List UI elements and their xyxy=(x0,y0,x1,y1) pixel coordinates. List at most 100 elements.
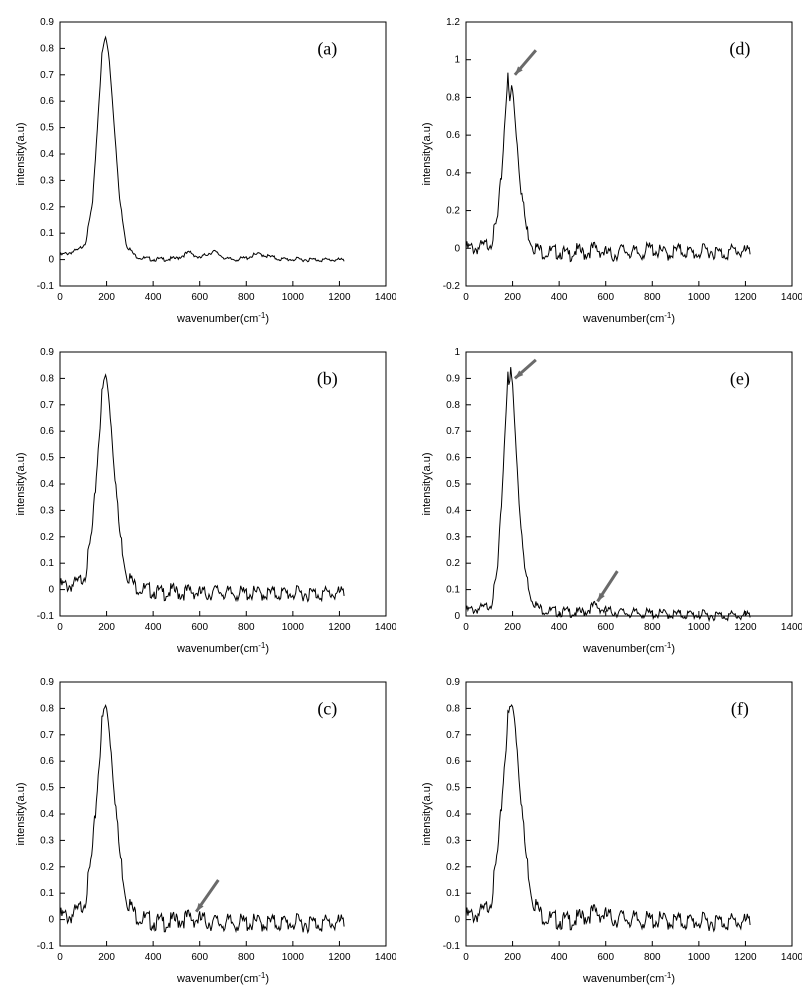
x-axis-label: wavenumber(cm-1) xyxy=(582,311,675,326)
x-tick-label: 400 xyxy=(551,952,568,963)
panel-d: 0200400600800100012001400-0.200.20.40.60… xyxy=(416,10,802,330)
y-tick-label: 0.6 xyxy=(40,756,54,767)
y-tick-label: 0 xyxy=(454,611,460,622)
y-tick-label: -0.2 xyxy=(443,281,461,292)
y-tick-label: 0.5 xyxy=(40,783,54,794)
y-tick-label: 0.2 xyxy=(40,862,54,873)
y-tick-label: 0.1 xyxy=(40,558,54,569)
x-tick-label: 1200 xyxy=(328,292,351,303)
y-tick-label: 0.4 xyxy=(40,149,54,160)
panel-label: (a) xyxy=(317,38,337,59)
x-tick-label: 1000 xyxy=(688,952,711,963)
y-tick-label: 0 xyxy=(48,255,54,266)
y-tick-label: 0.6 xyxy=(40,96,54,107)
y-axis-label: intensity(a.u) xyxy=(421,453,433,516)
y-tick-label: 0.3 xyxy=(446,835,460,846)
x-tick-label: 400 xyxy=(145,292,162,303)
y-tick-label: -0.1 xyxy=(37,611,55,622)
x-tick-label: 800 xyxy=(238,622,255,633)
x-tick-label: 1000 xyxy=(282,622,305,633)
x-tick-label: 800 xyxy=(238,292,255,303)
y-tick-label: 0.7 xyxy=(40,730,54,741)
panel-b: 0200400600800100012001400-0.100.10.20.30… xyxy=(10,340,396,660)
y-tick-label: 0.3 xyxy=(40,175,54,186)
y-tick-label: 0.6 xyxy=(446,453,460,464)
x-axis-label: wavenumber(cm-1) xyxy=(176,971,269,986)
y-axis-label: intensity(a.u) xyxy=(15,783,27,846)
x-axis-label: wavenumber(cm-1) xyxy=(176,641,269,656)
x-tick-label: 200 xyxy=(504,292,521,303)
panel-label: (e) xyxy=(730,368,750,389)
panel-f: 0200400600800100012001400-0.100.10.20.30… xyxy=(416,670,802,990)
y-tick-label: 0 xyxy=(454,915,460,926)
x-tick-label: 1400 xyxy=(375,952,396,963)
y-axis-label: intensity(a.u) xyxy=(15,123,27,186)
x-tick-label: 1000 xyxy=(688,622,711,633)
y-tick-label: -0.1 xyxy=(37,281,55,292)
y-tick-label: 0.1 xyxy=(40,228,54,239)
y-axis-label: intensity(a.u) xyxy=(421,783,433,846)
x-tick-label: 1200 xyxy=(734,622,757,633)
panel-c: 0200400600800100012001400-0.100.10.20.30… xyxy=(10,670,396,990)
x-tick-label: 0 xyxy=(463,292,469,303)
y-tick-label: 1 xyxy=(454,55,460,66)
x-tick-label: 1400 xyxy=(375,292,396,303)
x-tick-label: 600 xyxy=(191,292,208,303)
y-tick-label: 0.1 xyxy=(446,888,460,899)
x-tick-label: 200 xyxy=(98,622,115,633)
y-tick-label: 0.8 xyxy=(446,92,460,103)
x-tick-label: 1400 xyxy=(781,952,802,963)
x-tick-label: 1400 xyxy=(781,292,802,303)
x-axis-label: wavenumber(cm-1) xyxy=(582,641,675,656)
y-tick-label: 0.6 xyxy=(446,756,460,767)
y-tick-label: 0.1 xyxy=(40,888,54,899)
y-tick-label: 0 xyxy=(48,585,54,596)
y-tick-label: 0.7 xyxy=(446,426,460,437)
x-tick-label: 200 xyxy=(98,292,115,303)
y-tick-label: 0.4 xyxy=(40,479,54,490)
plot-box xyxy=(466,22,792,286)
panel-a: 0200400600800100012001400-0.100.10.20.30… xyxy=(10,10,396,330)
y-tick-label: 0.8 xyxy=(446,400,460,411)
spectrum-plot: 0200400600800100012001400-0.100.10.20.30… xyxy=(10,10,396,330)
panel-label: (c) xyxy=(317,698,337,719)
y-tick-label: 0.7 xyxy=(40,70,54,81)
spectrum-plot: 0200400600800100012001400-0.200.20.40.60… xyxy=(416,10,802,330)
y-tick-label: 0 xyxy=(454,243,460,254)
y-tick-label: 0.2 xyxy=(446,206,460,217)
chart-grid: 0200400600800100012001400-0.100.10.20.30… xyxy=(10,10,802,990)
y-tick-label: 0.1 xyxy=(446,585,460,596)
spectrum-plot: 020040060080010001200140000.10.20.30.40.… xyxy=(416,340,802,660)
x-tick-label: 1200 xyxy=(734,952,757,963)
y-tick-label: 0.9 xyxy=(446,677,460,688)
y-tick-label: 0.4 xyxy=(446,505,460,516)
y-axis-label: intensity(a.u) xyxy=(15,453,27,516)
x-tick-label: 0 xyxy=(57,622,63,633)
x-tick-label: 400 xyxy=(145,622,162,633)
spectrum-plot: 0200400600800100012001400-0.100.10.20.30… xyxy=(10,670,396,990)
x-tick-label: 800 xyxy=(644,622,661,633)
panel-label: (b) xyxy=(317,368,338,389)
y-axis-label: intensity(a.u) xyxy=(421,123,433,186)
y-tick-label: -0.1 xyxy=(37,941,55,952)
x-tick-label: 400 xyxy=(145,952,162,963)
y-tick-label: 0.7 xyxy=(446,730,460,741)
y-tick-label: 0.5 xyxy=(446,783,460,794)
y-tick-label: 1 xyxy=(454,347,460,358)
x-tick-label: 400 xyxy=(551,292,568,303)
y-tick-label: 0.5 xyxy=(40,453,54,464)
y-tick-label: 0.2 xyxy=(40,532,54,543)
spectrum-plot: 0200400600800100012001400-0.100.10.20.30… xyxy=(416,670,802,990)
y-tick-label: 0.8 xyxy=(40,43,54,54)
x-tick-label: 600 xyxy=(597,292,614,303)
y-tick-label: 0.9 xyxy=(40,677,54,688)
panel-label: (f) xyxy=(731,698,749,719)
x-tick-label: 1000 xyxy=(688,292,711,303)
x-tick-label: 400 xyxy=(551,622,568,633)
plot-box xyxy=(466,352,792,616)
x-tick-label: 800 xyxy=(644,952,661,963)
x-tick-label: 800 xyxy=(238,952,255,963)
x-tick-label: 1200 xyxy=(328,622,351,633)
x-tick-label: 200 xyxy=(504,622,521,633)
y-tick-label: 0.5 xyxy=(40,123,54,134)
